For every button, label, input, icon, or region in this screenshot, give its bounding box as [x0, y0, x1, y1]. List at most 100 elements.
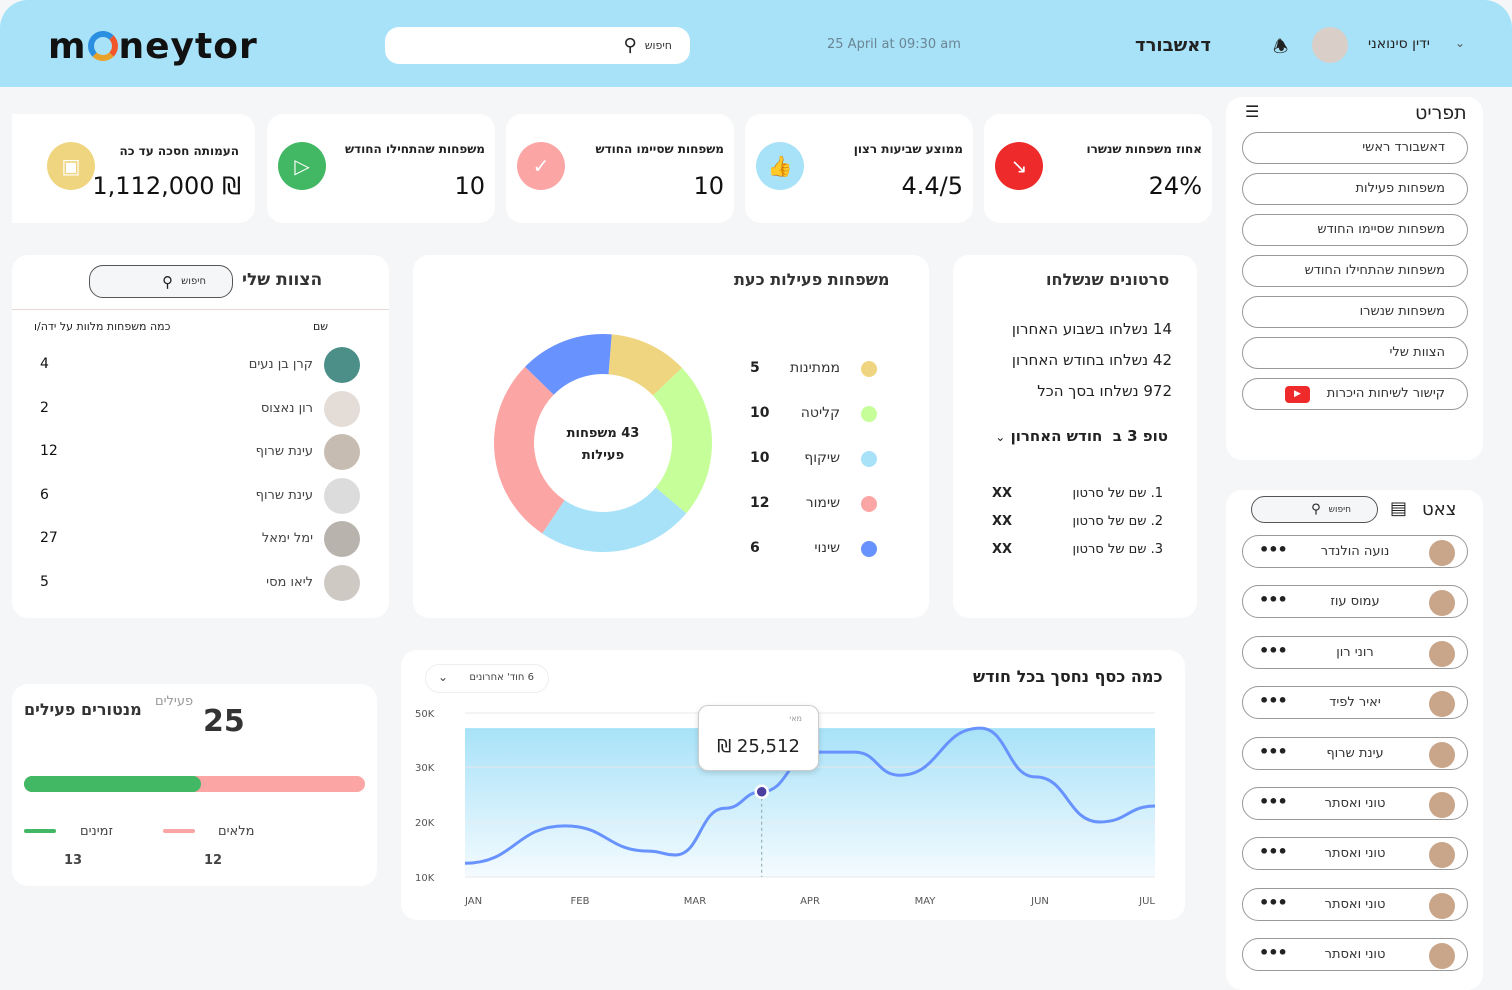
family-count: 6 [40, 486, 49, 503]
member-name: רון נאצוס [260, 400, 313, 416]
legend-label: ממתינות [790, 360, 840, 376]
search-icon: ⚲ [162, 272, 174, 291]
search-input[interactable]: ⚲ חיפוש [385, 27, 690, 64]
avatar[interactable] [1312, 27, 1348, 63]
chat-contact-name: טוני ואסתר [1324, 947, 1386, 963]
menu-item-dropped-families[interactable]: משפחות שנשרו [1242, 296, 1468, 328]
legend-item: ממתינות 5 [740, 357, 880, 381]
donut-segment [653, 367, 712, 514]
table-row[interactable]: עינת שרוף 6 [12, 476, 389, 516]
chat-contact-name: טוני ואסתר [1324, 846, 1386, 862]
more-options-icon[interactable]: ••• [1259, 590, 1288, 610]
top3-item: 3. שם של סרטון XX [960, 542, 1163, 562]
stat-value: 10 [454, 172, 485, 200]
more-options-icon[interactable]: ••• [1259, 792, 1288, 811]
trend-down-icon: ↘ [995, 142, 1043, 190]
top3-dropdown[interactable]: טופ 3 ב חודש האחרון ⌄ [995, 427, 1168, 445]
table-row[interactable]: ימל ימאל 27 [12, 519, 389, 559]
menu-item-intro-calls-link[interactable]: קישור לשיחות היכרות ▶ [1242, 378, 1468, 410]
more-options-icon[interactable]: ••• [1259, 943, 1288, 963]
more-options-icon[interactable]: ••• [1259, 640, 1288, 660]
stat-card-started: ▷ משפחות שהתחילו החודש 10 [267, 114, 495, 223]
bell-icon[interactable]: 🕭 [1273, 37, 1289, 57]
stat-title: העמותה חסכה עד כה [119, 144, 239, 158]
video-name: 2. שם של סרטון [1072, 514, 1163, 529]
chat-item[interactable]: עמוס עוז ••• [1242, 585, 1468, 619]
more-options-icon[interactable]: ••• [1259, 842, 1288, 862]
video-value: XX [992, 486, 1013, 501]
avatar [1429, 691, 1455, 718]
avatar [1429, 892, 1455, 919]
top3-label: טופ 3 ב [1112, 427, 1168, 445]
mentors-progress-bar [24, 776, 365, 792]
table-row[interactable]: קרן בן נעים 4 [12, 345, 389, 385]
videos-total: 972 נשלחו בסך הכל [1037, 382, 1172, 400]
chevron-down-icon: ⌄ [438, 670, 449, 684]
chevron-down-icon[interactable]: ⌄ [1455, 36, 1466, 50]
menu-item-started-families[interactable]: משפחות שהתחילו החודש [1242, 255, 1468, 287]
chevron-down-icon: ⌄ [995, 430, 1006, 444]
family-count: 2 [40, 399, 49, 416]
table-row[interactable]: רון נאצוס 2 [12, 389, 389, 429]
list-icon[interactable]: ☰ [1245, 102, 1260, 121]
donut-segment [494, 366, 565, 534]
more-options-icon[interactable]: ••• [1259, 540, 1288, 559]
tooltip-label: מאי [789, 714, 802, 723]
family-count: 12 [40, 443, 58, 460]
youtube-icon: ▶ [1285, 386, 1310, 403]
chat-item[interactable]: טוני ואסתר ••• [1242, 887, 1468, 921]
more-options-icon[interactable]: ••• [1259, 741, 1288, 761]
active-families-title: משפחות פעילות כעת [734, 270, 890, 289]
chat-item[interactable]: טוני ואסתר ••• [1242, 787, 1468, 820]
legend-value: 12 [750, 495, 770, 511]
chat-search-input[interactable]: ⚲ חיפוש [1251, 496, 1378, 523]
tooltip-value: ₪ 25,512 [717, 736, 800, 757]
avatar [1429, 540, 1455, 566]
avatar [1429, 943, 1455, 970]
x-tick-label: FEB [571, 896, 590, 907]
stat-card-satisfaction: 👍 ממוצע שביעות רצון 4.4/5 [745, 114, 973, 223]
highlight-point[interactable] [754, 784, 769, 799]
avatar [324, 565, 360, 601]
chat-item[interactable]: עינת שרוף ••• [1242, 736, 1468, 770]
available-swatch [24, 829, 56, 833]
table-row[interactable]: עינת שרוף 12 [12, 432, 389, 472]
chat-item[interactable]: טוני ואסתר ••• [1242, 938, 1468, 972]
range-label: 6 חוד' אחרונים [469, 672, 534, 683]
legend-label: קליטה [800, 405, 840, 421]
stat-value: ₪ 1,112,000 [92, 172, 241, 200]
top-header [0, 0, 1512, 87]
more-options-icon[interactable]: ••• [1259, 691, 1288, 711]
y-tick-label: 30K [415, 763, 435, 774]
menu-item-label: קישור לשיחות היכרות [1326, 386, 1445, 401]
video-name: 3. שם של סרטון [1072, 542, 1163, 557]
avatar [324, 477, 360, 514]
stat-title: אחוז משפחות שנשרו [1086, 142, 1202, 156]
chat-item[interactable]: יאיר לפיד ••• [1242, 686, 1468, 720]
videos-title: סרטונים שנשלחו [1046, 270, 1170, 289]
legend-swatch [861, 496, 877, 512]
menu-item-finished-families[interactable]: משפחות שסיימו החודש [1242, 214, 1468, 246]
chat-item[interactable]: רוני רון ••• [1242, 635, 1468, 669]
menu-item-active-families[interactable]: משפחות פעילות [1242, 173, 1468, 205]
user-name[interactable]: ידין סינואני [1368, 36, 1430, 52]
range-dropdown[interactable]: 6 חוד' אחרונים ⌄ [425, 664, 549, 693]
legend-label: שימור [805, 495, 840, 511]
team-title: הצוות שלי [242, 270, 323, 290]
legend-label: שינוי [814, 540, 840, 556]
chat-item[interactable]: נועה הולנדר ••• [1242, 535, 1468, 568]
donut-segment [542, 487, 687, 552]
member-name: עינת שרוף [255, 444, 313, 460]
avatar [324, 347, 360, 383]
legend-label: שיקוף [804, 450, 840, 466]
more-options-icon[interactable]: ••• [1259, 892, 1288, 912]
member-name: ליאו מסי [266, 575, 313, 590]
menu-item-my-team[interactable]: הצוות שלי [1242, 337, 1468, 369]
menu-item-main-dashboard[interactable]: דאשבורד ראשי [1242, 132, 1468, 164]
donut-segment [525, 334, 612, 395]
available-label: זמינים [80, 824, 113, 839]
chat-item[interactable]: טוני ואסתר ••• [1242, 837, 1468, 871]
video-value: XX [992, 542, 1013, 557]
team-search-input[interactable]: ⚲ חיפוש [89, 265, 233, 298]
table-row[interactable]: ליאו מסי 5 [12, 563, 389, 603]
